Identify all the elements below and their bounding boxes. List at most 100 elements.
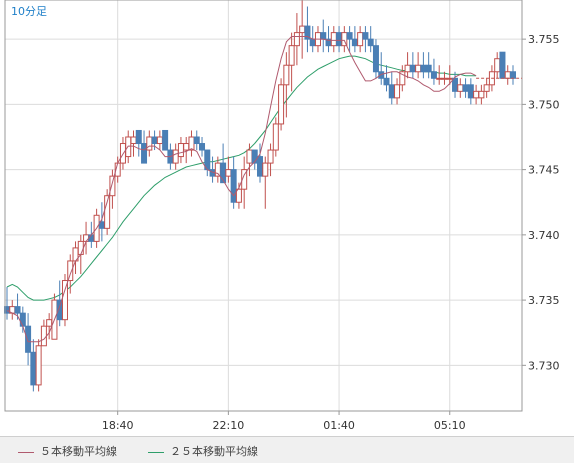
candle-body	[467, 84, 474, 99]
candle-body	[172, 149, 179, 164]
candle-body	[383, 77, 390, 86]
candle	[35, 339, 42, 392]
candle-body	[130, 136, 137, 145]
candle-body	[61, 280, 68, 321]
candle-body	[378, 71, 385, 79]
candle-body	[320, 32, 327, 40]
candle	[199, 137, 206, 157]
candle-body	[267, 149, 274, 164]
candle-body	[146, 136, 153, 151]
candle-body	[293, 32, 300, 47]
candle	[367, 26, 374, 53]
candle	[267, 143, 274, 177]
candle	[346, 26, 353, 53]
candle-body	[246, 149, 253, 164]
candle-body	[394, 84, 401, 99]
candle	[483, 78, 490, 98]
candle-body	[304, 25, 311, 40]
y-tick-label: 3.750	[528, 98, 560, 111]
candle-body	[473, 90, 480, 99]
legend-item-ma5: ５本移動平均線	[18, 443, 117, 459]
candle-body	[30, 351, 37, 386]
candle-body	[362, 32, 369, 40]
candle-body	[446, 77, 453, 80]
candle-body	[104, 195, 111, 229]
candle	[262, 156, 269, 209]
candle-body	[283, 64, 290, 86]
candle-body	[404, 64, 411, 73]
candle-body	[35, 345, 42, 386]
candle-body	[183, 143, 190, 151]
candle-body	[188, 136, 195, 151]
candle	[109, 169, 116, 209]
candle	[499, 51, 506, 79]
candle	[230, 156, 237, 209]
candle-body	[235, 188, 242, 203]
candle-body	[309, 38, 316, 47]
candle-body	[225, 169, 232, 177]
candle-body	[288, 45, 295, 66]
candle	[61, 274, 68, 327]
candle-body	[388, 84, 395, 99]
candle-body	[141, 143, 148, 164]
candle-body	[436, 77, 443, 80]
candle	[162, 129, 169, 151]
candle-body	[83, 234, 90, 242]
x-axis: 18:40 22:10 01:40 05:10	[102, 411, 466, 432]
candle	[399, 65, 406, 92]
candle-body	[151, 136, 158, 145]
candle	[25, 313, 32, 366]
candle	[288, 32, 295, 92]
candle-body	[278, 84, 285, 125]
y-axis: 3.730 3.735 3.740 3.745 3.750 3.755	[522, 33, 560, 372]
ma5-layer	[6, 36, 477, 343]
candle-body	[272, 123, 279, 151]
candle-body	[241, 169, 248, 190]
candle-body	[135, 129, 142, 145]
candle-body	[199, 143, 206, 151]
candle	[430, 58, 437, 85]
candle-body	[504, 71, 511, 79]
candle-body	[262, 162, 269, 177]
candle-body	[499, 51, 506, 79]
candle-body	[483, 84, 490, 92]
candle-body	[156, 136, 163, 145]
y-tick-label: 3.730	[528, 359, 560, 372]
candle	[272, 117, 279, 157]
legend-swatch-ma5	[18, 451, 34, 453]
legend-swatch-ma25	[148, 451, 164, 453]
candle-body	[494, 58, 501, 73]
candle-body	[452, 77, 459, 92]
candle-body	[19, 312, 26, 327]
candle-body	[351, 38, 358, 47]
candle	[383, 65, 390, 92]
candle	[362, 26, 369, 53]
candle	[304, 6, 311, 53]
candle-body	[88, 234, 95, 242]
candle-body	[399, 71, 406, 86]
x-tick-label: 01:40	[323, 419, 355, 432]
candle-body	[109, 175, 116, 197]
ma25-line	[6, 55, 477, 301]
candle-body	[367, 38, 374, 47]
x-tick-label: 18:40	[102, 419, 134, 432]
candle-body	[346, 32, 353, 40]
candle	[378, 52, 385, 85]
candle	[372, 39, 379, 79]
y-tick-label: 3.755	[528, 33, 560, 46]
candle	[394, 78, 401, 105]
candle-body	[193, 136, 200, 145]
legend-label-ma5: ５本移動平均線	[40, 445, 117, 458]
candle-body	[457, 84, 464, 92]
x-tick-label: 05:10	[434, 419, 466, 432]
candle	[293, 13, 300, 66]
candle-body	[162, 129, 169, 151]
candle	[278, 78, 285, 131]
candle-body	[330, 32, 337, 47]
candle	[241, 156, 248, 209]
candle-body	[40, 325, 47, 347]
candle-body	[257, 156, 263, 177]
candle-body	[177, 143, 184, 158]
candle-body	[230, 169, 237, 203]
candle-body	[77, 240, 84, 255]
